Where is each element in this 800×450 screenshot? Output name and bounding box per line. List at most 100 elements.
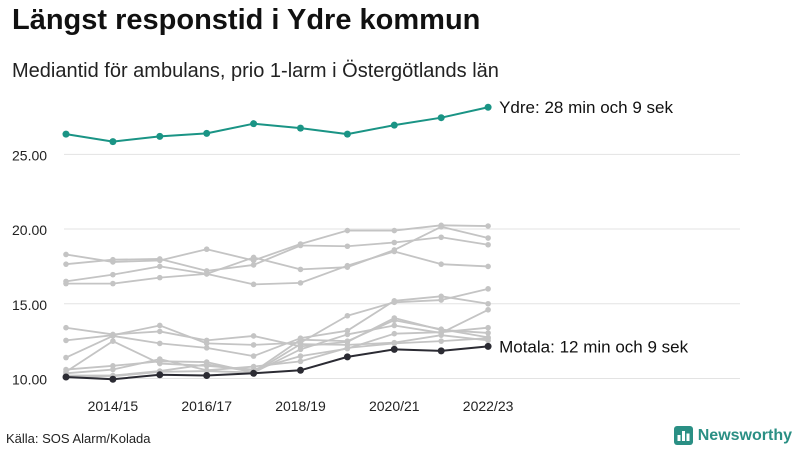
data-point (485, 330, 491, 336)
data-point (485, 286, 491, 292)
end-label-motala: Motala: 12 min och 9 sek (499, 337, 688, 356)
source-note: Källa: SOS Alarm/Kolada (6, 431, 151, 446)
data-point (344, 312, 351, 319)
data-point (63, 280, 69, 287)
data-point (297, 124, 304, 132)
data-point (250, 353, 257, 359)
series-other-8 (63, 293, 491, 361)
series-line (66, 250, 489, 286)
data-point (297, 366, 304, 374)
data-point (485, 324, 491, 331)
data-point (157, 263, 163, 270)
data-point (62, 130, 70, 138)
data-point (391, 322, 398, 329)
data-point (438, 261, 445, 267)
y-tick-label: 20.00 (12, 222, 47, 238)
series-line (65, 334, 489, 378)
data-point (438, 332, 445, 338)
x-tick-label: 2022/23 (463, 398, 514, 414)
data-point (157, 356, 163, 362)
data-point (344, 243, 351, 250)
axis-labels: 10.00 15.00 20.00 25.00 2014/15 2016/17 2018/1… (12, 147, 514, 414)
data-point (391, 239, 398, 246)
data-point (343, 353, 351, 361)
data-point (110, 366, 116, 373)
data-point (250, 333, 257, 339)
data-point (438, 224, 445, 230)
data-point (484, 342, 492, 350)
series-ydre (62, 103, 492, 146)
series-line (65, 236, 489, 272)
chart-subtitle: Mediantid för ambulans, prio 1-larm i Ös… (12, 60, 499, 82)
data-point (63, 354, 69, 361)
data-point (344, 331, 351, 338)
brand-logo[interactable]: Newsworthy (673, 426, 792, 445)
data-point (250, 262, 257, 268)
data-point (391, 330, 398, 337)
y-tick-label: 15.00 (12, 297, 47, 313)
series-other-4 (63, 224, 491, 285)
data-point (485, 300, 491, 307)
series-line (65, 326, 489, 373)
data-point (484, 103, 492, 111)
data-point (390, 345, 398, 353)
data-point (297, 266, 304, 273)
data-point (63, 324, 69, 331)
data-point (438, 338, 445, 344)
data-point (250, 342, 257, 348)
highlighted-lines (62, 103, 492, 383)
data-point (297, 358, 304, 365)
data-point (250, 363, 257, 370)
data-point (485, 241, 491, 248)
series-line (65, 106, 489, 143)
data-point (62, 373, 70, 381)
data-point (391, 339, 398, 346)
data-point (438, 326, 445, 333)
data-point (297, 341, 304, 347)
x-tick-label: 2018/19 (275, 398, 326, 414)
data-point (157, 274, 163, 281)
data-point (157, 340, 163, 347)
data-point (110, 338, 116, 344)
data-point (157, 360, 163, 367)
data-point (485, 235, 491, 241)
x-tick-label: 2020/21 (369, 398, 420, 414)
data-point (157, 328, 163, 335)
data-point (437, 347, 445, 355)
data-point (297, 346, 304, 353)
data-point (438, 293, 445, 300)
data-point (250, 120, 258, 128)
data-point (156, 132, 164, 140)
data-point (203, 372, 211, 380)
series-other-3 (63, 234, 491, 274)
data-point (485, 306, 491, 313)
data-point (297, 280, 304, 286)
data-point (203, 345, 210, 351)
data-point (391, 248, 398, 255)
data-point (157, 322, 163, 329)
grid-lines (64, 153, 740, 380)
data-point (391, 298, 398, 304)
data-point (344, 342, 351, 348)
data-point (63, 251, 69, 258)
series-line (65, 337, 489, 375)
other-municipality-lines (63, 222, 491, 380)
data-point (297, 353, 304, 359)
x-tick-label: 2016/17 (181, 398, 232, 414)
data-point (485, 223, 491, 229)
data-point (485, 263, 491, 270)
data-point (297, 336, 304, 343)
data-point (63, 261, 69, 267)
data-point (110, 271, 116, 278)
data-point (63, 337, 69, 344)
data-point (250, 369, 258, 377)
series-line (65, 295, 489, 359)
bar-chart-icon (673, 426, 693, 445)
brand-name: Newsworthy (697, 426, 792, 444)
series-line (65, 225, 489, 283)
data-point (438, 234, 445, 241)
data-point (203, 337, 210, 344)
y-tick-label: 10.00 (12, 372, 47, 388)
data-point (109, 375, 117, 383)
